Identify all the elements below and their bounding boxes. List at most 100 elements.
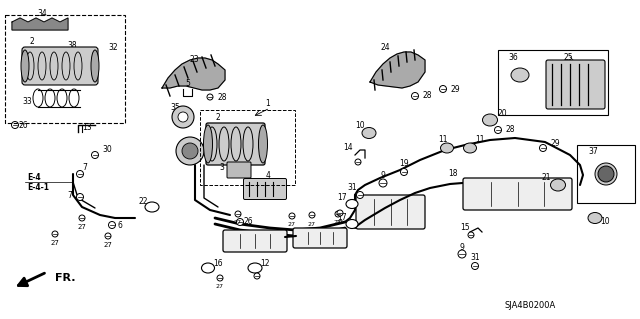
Circle shape [109, 221, 115, 228]
Text: 29: 29 [450, 85, 460, 93]
Text: 6: 6 [118, 220, 122, 229]
Circle shape [412, 93, 419, 100]
FancyBboxPatch shape [223, 230, 287, 252]
Text: 27: 27 [234, 220, 242, 226]
FancyBboxPatch shape [546, 60, 605, 109]
Circle shape [92, 152, 99, 159]
Text: 32: 32 [108, 43, 118, 53]
Circle shape [440, 85, 447, 93]
Ellipse shape [595, 163, 617, 185]
Text: 28: 28 [422, 92, 432, 100]
Text: 24: 24 [380, 43, 390, 53]
Text: 18: 18 [448, 168, 458, 177]
Ellipse shape [550, 179, 566, 191]
Text: 35: 35 [170, 103, 180, 113]
Text: 2: 2 [29, 38, 35, 47]
Text: 3: 3 [220, 162, 225, 172]
Text: 34: 34 [37, 10, 47, 19]
Text: 31: 31 [470, 254, 480, 263]
Text: 2: 2 [216, 114, 220, 122]
Ellipse shape [202, 263, 214, 273]
Circle shape [458, 250, 466, 258]
Text: 4: 4 [266, 170, 271, 180]
Circle shape [77, 194, 83, 201]
Text: 36: 36 [508, 53, 518, 62]
Text: 8: 8 [180, 139, 186, 149]
Circle shape [254, 273, 260, 279]
FancyBboxPatch shape [293, 228, 347, 248]
Circle shape [401, 168, 408, 175]
Text: 27: 27 [216, 285, 224, 290]
Circle shape [289, 213, 295, 219]
Text: 9: 9 [460, 242, 465, 251]
Circle shape [337, 210, 343, 216]
Circle shape [598, 166, 614, 182]
Circle shape [12, 122, 19, 129]
Text: 19: 19 [399, 159, 409, 167]
Text: 10: 10 [355, 121, 365, 130]
Ellipse shape [483, 114, 497, 126]
Text: 16: 16 [213, 259, 223, 269]
FancyBboxPatch shape [243, 179, 287, 199]
Text: 27: 27 [336, 219, 344, 225]
Text: 21: 21 [541, 174, 551, 182]
Text: 15: 15 [460, 224, 470, 233]
Ellipse shape [511, 68, 529, 82]
Ellipse shape [248, 263, 262, 273]
Polygon shape [370, 52, 425, 88]
Bar [577, 145, 635, 203]
Text: E-4: E-4 [27, 174, 40, 182]
Circle shape [495, 127, 502, 133]
Circle shape [472, 263, 479, 270]
FancyBboxPatch shape [206, 123, 265, 165]
Text: 33: 33 [22, 98, 32, 107]
Ellipse shape [440, 143, 454, 153]
Circle shape [77, 170, 83, 177]
Text: 14: 14 [343, 143, 353, 152]
Circle shape [207, 94, 213, 100]
Text: FR.: FR. [55, 273, 76, 283]
Text: 7: 7 [83, 164, 88, 173]
Circle shape [178, 112, 188, 122]
Ellipse shape [346, 199, 358, 209]
Text: 12: 12 [260, 259, 269, 269]
Ellipse shape [21, 50, 29, 82]
Text: 5: 5 [186, 78, 191, 87]
Ellipse shape [204, 125, 212, 163]
Text: 27: 27 [77, 224, 86, 230]
FancyBboxPatch shape [22, 47, 98, 85]
Circle shape [379, 179, 387, 187]
Bar [5, 15, 125, 123]
Ellipse shape [259, 125, 268, 163]
Text: 11: 11 [438, 136, 448, 145]
Circle shape [237, 219, 243, 226]
Text: 31: 31 [347, 183, 357, 192]
Circle shape [176, 137, 204, 165]
Text: 17: 17 [337, 192, 347, 202]
Circle shape [335, 211, 341, 217]
Text: 27: 27 [288, 222, 296, 227]
Circle shape [356, 191, 364, 198]
Text: 26: 26 [18, 122, 28, 130]
Text: 27: 27 [51, 240, 60, 246]
Text: 27: 27 [308, 221, 316, 226]
Text: 30: 30 [102, 145, 112, 154]
Circle shape [235, 211, 241, 217]
Text: E-4-1: E-4-1 [27, 183, 49, 192]
Circle shape [468, 232, 474, 238]
Text: 38: 38 [67, 41, 77, 50]
Text: 10: 10 [600, 218, 610, 226]
FancyBboxPatch shape [463, 178, 572, 210]
Text: 25: 25 [563, 53, 573, 62]
Ellipse shape [362, 128, 376, 138]
Text: 1: 1 [266, 99, 270, 108]
Text: 9: 9 [381, 170, 385, 180]
Ellipse shape [463, 143, 477, 153]
Ellipse shape [145, 202, 159, 212]
Text: 27: 27 [334, 220, 342, 226]
Text: 20: 20 [497, 108, 507, 117]
Bar [200, 110, 295, 185]
Circle shape [105, 233, 111, 239]
Circle shape [79, 215, 85, 221]
FancyBboxPatch shape [227, 162, 251, 178]
